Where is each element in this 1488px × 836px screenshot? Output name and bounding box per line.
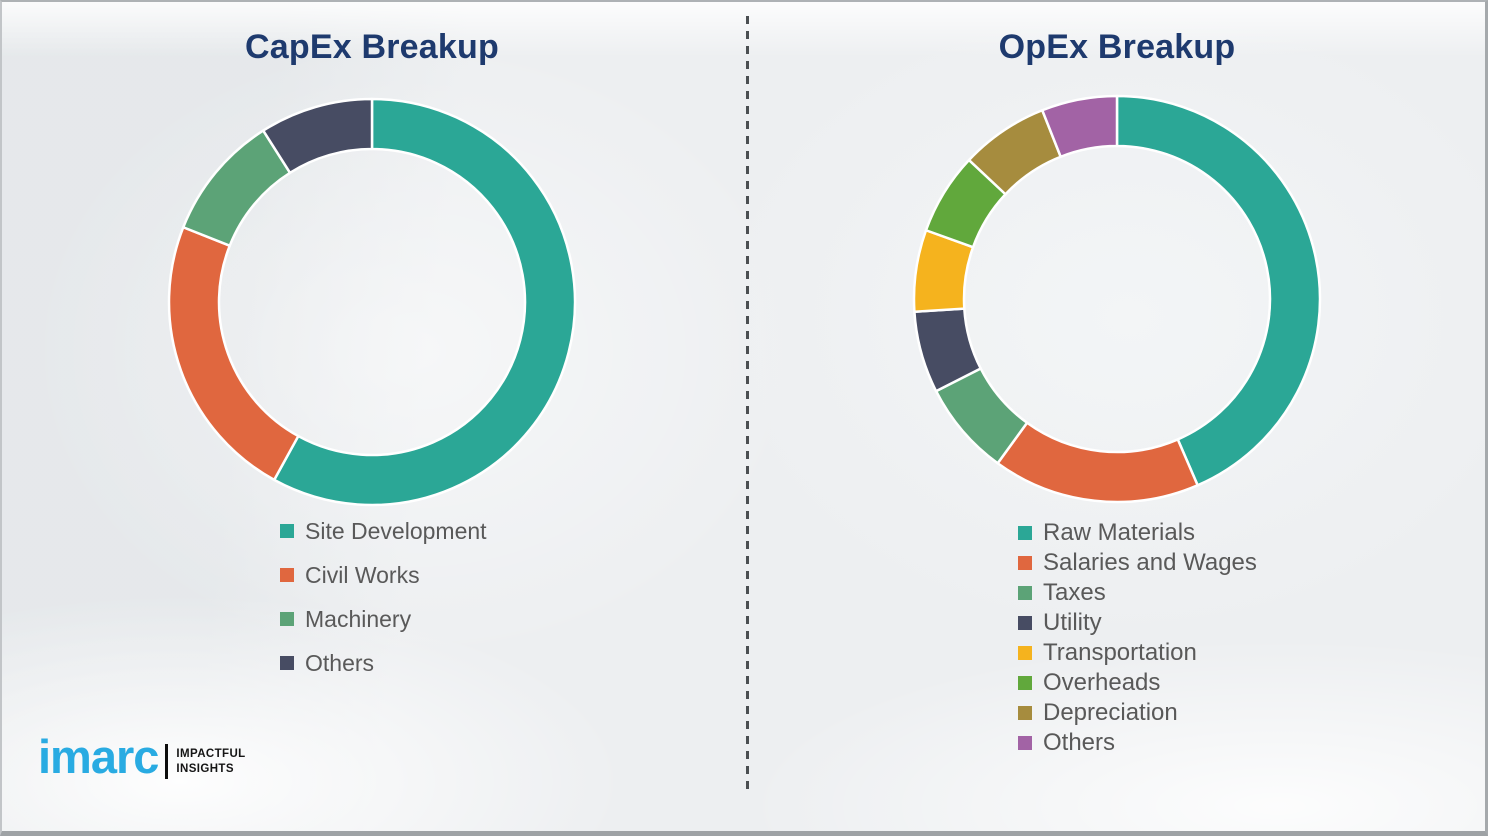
legend-swatch-others bbox=[280, 656, 294, 670]
donut-segment-others bbox=[1041, 94, 1119, 158]
legend-swatch-overheads bbox=[1018, 676, 1032, 690]
legend-swatch-site-development bbox=[280, 524, 294, 538]
legend-swatch-transportation bbox=[1018, 646, 1032, 660]
opex-donut-chart bbox=[912, 94, 1322, 504]
legend-item-transportation: Transportation bbox=[1018, 638, 1257, 668]
imarc-brand-wordmark: imarc bbox=[38, 730, 159, 783]
legend-label-site-development: Site Development bbox=[305, 517, 487, 544]
legend-label-transportation: Transportation bbox=[1043, 639, 1197, 666]
logo-tagline-line2: INSIGHTS bbox=[176, 762, 234, 775]
legend-item-taxes: Taxes bbox=[1018, 578, 1257, 608]
donut-segment-salaries-and-wages bbox=[996, 421, 1199, 504]
legend-item-machinery: Machinery bbox=[280, 597, 487, 641]
donut-segment-site-development bbox=[272, 97, 577, 507]
legend-label-overheads: Overheads bbox=[1043, 669, 1161, 696]
legend-swatch-machinery bbox=[280, 612, 294, 626]
legend-swatch-salaries-and-wages bbox=[1018, 556, 1032, 570]
legend-item-depreciation: Depreciation bbox=[1018, 698, 1257, 728]
opex-legend: Raw Materials Salaries and Wages Taxes Util… bbox=[1018, 518, 1257, 758]
legend-label-civil-works: Civil Works bbox=[305, 561, 420, 588]
legend-label-taxes: Taxes bbox=[1043, 579, 1106, 606]
legend-item-others: Others bbox=[280, 641, 487, 685]
legend-item-salaries-and-wages: Salaries and Wages bbox=[1018, 548, 1257, 578]
legend-swatch-raw-materials bbox=[1018, 526, 1032, 540]
panel-divider-dashed-line bbox=[746, 16, 749, 794]
legend-swatch-depreciation bbox=[1018, 706, 1032, 720]
legend-swatch-others bbox=[1018, 736, 1032, 750]
legend-item-overheads: Overheads bbox=[1018, 668, 1257, 698]
legend-item-site-development: Site Development bbox=[280, 509, 487, 553]
capex-legend: Site Development Civil Works Machinery Othe… bbox=[280, 509, 487, 685]
legend-item-utility: Utility bbox=[1018, 608, 1257, 638]
legend-swatch-taxes bbox=[1018, 586, 1032, 600]
donut-segment-civil-works bbox=[167, 226, 300, 482]
logo-tagline: IMPACTFUL INSIGHTS bbox=[176, 747, 245, 777]
donut-segment-raw-materials bbox=[1115, 94, 1322, 487]
logo-tagline-line1: IMPACTFUL bbox=[176, 747, 246, 760]
imarc-logo: imarc IMPACTFUL INSIGHTS bbox=[38, 733, 246, 780]
capex-chart-title: CapEx Breakup bbox=[245, 28, 499, 66]
legend-label-salaries-and-wages: Salaries and Wages bbox=[1043, 549, 1257, 576]
legend-label-machinery: Machinery bbox=[305, 605, 412, 632]
legend-label-depreciation: Depreciation bbox=[1043, 699, 1178, 726]
logo-separator-bar bbox=[165, 744, 169, 779]
opex-chart-title: OpEx Breakup bbox=[998, 28, 1236, 66]
donut-segment-others bbox=[261, 97, 374, 175]
legend-item-others: Others bbox=[1018, 728, 1257, 758]
legend-item-raw-materials: Raw Materials bbox=[1018, 518, 1257, 548]
legend-swatch-utility bbox=[1018, 616, 1032, 630]
legend-swatch-civil-works bbox=[280, 568, 294, 582]
legend-label-raw-materials: Raw Materials bbox=[1043, 519, 1196, 546]
legend-label-others: Others bbox=[305, 649, 375, 676]
legend-item-civil-works: Civil Works bbox=[280, 553, 487, 597]
legend-label-others: Others bbox=[1043, 729, 1116, 756]
capex-donut-chart bbox=[167, 97, 577, 507]
legend-label-utility: Utility bbox=[1043, 609, 1102, 636]
